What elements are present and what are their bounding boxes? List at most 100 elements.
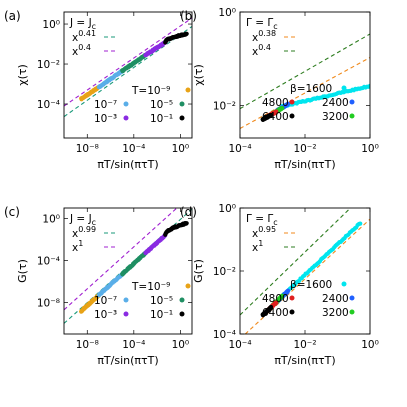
x-tick-label: 10⁻⁸ (76, 143, 99, 155)
plot-area (240, 33, 370, 129)
data-point (268, 304, 274, 310)
legend-header: J = Jc (69, 213, 96, 227)
legend-item-marker (179, 101, 185, 107)
legend-ref-label: x0.4 (252, 43, 271, 58)
data-point (184, 31, 189, 36)
y-tick-label: 10⁰ (218, 7, 236, 19)
y-tick-label: 10⁰ (42, 19, 60, 31)
reference-line-1 (244, 218, 370, 334)
data-point (184, 221, 189, 226)
x-tick-label: 10⁻⁴ (228, 143, 251, 155)
legend-item-marker (289, 113, 295, 119)
y-tick-label: 10⁰ (218, 203, 236, 215)
legend-item-marker (179, 115, 185, 121)
legend-item-label: β=1600 (290, 279, 332, 291)
data-point (280, 106, 285, 111)
panel-b: 10⁻⁴ 10⁻² 10⁰ 10⁻² 10⁰ πT/sin(πτT) χ(τ) (b) Γ = … (180, 7, 379, 171)
legend-header-sub: c (273, 218, 277, 227)
plot-area (64, 17, 192, 118)
legend-item-marker (179, 311, 185, 317)
x-tick-label: 10⁰ (361, 143, 379, 155)
legend-item-label: 3200 (322, 307, 349, 319)
legend-item-marker (289, 99, 295, 105)
legend-ref-label: x0.99 (72, 225, 96, 240)
x-tick-label: 10⁻⁴ (122, 339, 145, 351)
data-point (280, 293, 285, 299)
data-point (285, 288, 291, 293)
legend-item-marker (349, 295, 355, 301)
data-point (274, 109, 279, 114)
data-point (367, 83, 370, 89)
y-tick-label: 10⁰ (42, 214, 60, 226)
y-tick-label: 10⁻⁴ (37, 99, 60, 111)
legend-item-label: 3200 (322, 111, 349, 123)
y-axis-label: χ(τ) (16, 64, 29, 86)
legend-item-label: T=10⁻⁹ (131, 281, 170, 293)
legend-item-label: 4800 (262, 293, 289, 305)
data-series-2 (96, 69, 125, 90)
x-tick-label: 10⁻² (293, 339, 316, 351)
legend-ref-label: x0.4 (72, 43, 91, 58)
legend-item-marker (179, 297, 185, 303)
plot-area (64, 208, 192, 324)
x-tick-label: 10⁻⁴ (122, 143, 145, 155)
data-series-3 (120, 251, 148, 277)
legend-item-label: 6400 (262, 307, 289, 319)
data-point (358, 221, 363, 226)
y-axis-label: G(τ) (16, 259, 29, 283)
y-tick-label: 10⁻² (213, 100, 236, 112)
legend-header-sub: c (92, 22, 96, 31)
data-point (268, 113, 274, 118)
axes-frame (63, 11, 193, 139)
y-axis-label: G(τ) (192, 259, 205, 283)
legend-item-label: 10⁻¹ (150, 113, 173, 125)
data-series-5 (260, 112, 274, 122)
legend-header: J = Jc (69, 17, 96, 31)
legend-ref-exponent: 0.4 (78, 43, 91, 52)
y-tick-label: 10⁻⁸ (37, 298, 60, 310)
legend-item-marker (289, 309, 295, 315)
legend-item-marker (349, 99, 355, 105)
data-series-5 (163, 31, 189, 45)
data-series-2 (96, 272, 125, 298)
data-series-3 (120, 52, 148, 74)
legend-header: Γ = Γc (246, 213, 278, 227)
legend-item-label: 10⁻⁵ (150, 295, 173, 307)
legend-header-sub: c (92, 218, 96, 227)
x-tick-label: 10⁻² (293, 143, 316, 155)
legend-item-label: 4800 (262, 97, 289, 109)
y-axis-label: χ(τ) (192, 64, 205, 86)
legend-item-label: 10⁻¹ (150, 309, 173, 321)
legend-item-marker (123, 311, 129, 317)
y-tick-label: 10⁻² (37, 59, 60, 71)
legend-item-label: 2400 (322, 293, 349, 305)
reference-line-1 (64, 26, 192, 118)
legend-ref-label: x1 (252, 239, 263, 254)
legend-ref-label: x1 (72, 239, 83, 254)
reference-line-2 (64, 208, 178, 311)
legend-item-marker (185, 87, 191, 93)
x-axis-label: πT/sin(πτT) (274, 158, 335, 171)
panel-label: (d) (180, 205, 197, 219)
x-axis-label: πT/sin(πτT) (274, 354, 335, 367)
legend-ref-exponent: 0.38 (258, 29, 276, 38)
panel-label: (a) (4, 9, 21, 23)
legend-item-marker (123, 101, 129, 107)
data-series-1 (280, 221, 363, 299)
data-series-4 (143, 232, 168, 256)
legend-ref-exponent: 1 (258, 239, 263, 248)
legend-item-marker (349, 113, 355, 119)
axes-frame (63, 207, 193, 335)
x-tick-label: 10⁰ (172, 143, 190, 155)
legend-item-label: 10⁻⁵ (150, 99, 173, 111)
data-series-5 (163, 221, 189, 237)
legend-ref-exponent: 0.4 (258, 43, 271, 52)
x-tick-label: 10⁻⁴ (228, 339, 251, 351)
y-tick-label: 10⁻⁴ (37, 256, 60, 268)
legend-ref-label: x0.95 (252, 225, 276, 240)
y-tick-label: 10⁻⁴ (213, 329, 236, 341)
x-axis-label: πT/sin(πτT) (97, 354, 158, 367)
reference-line-1 (240, 57, 370, 129)
panel-label: (c) (4, 205, 20, 219)
